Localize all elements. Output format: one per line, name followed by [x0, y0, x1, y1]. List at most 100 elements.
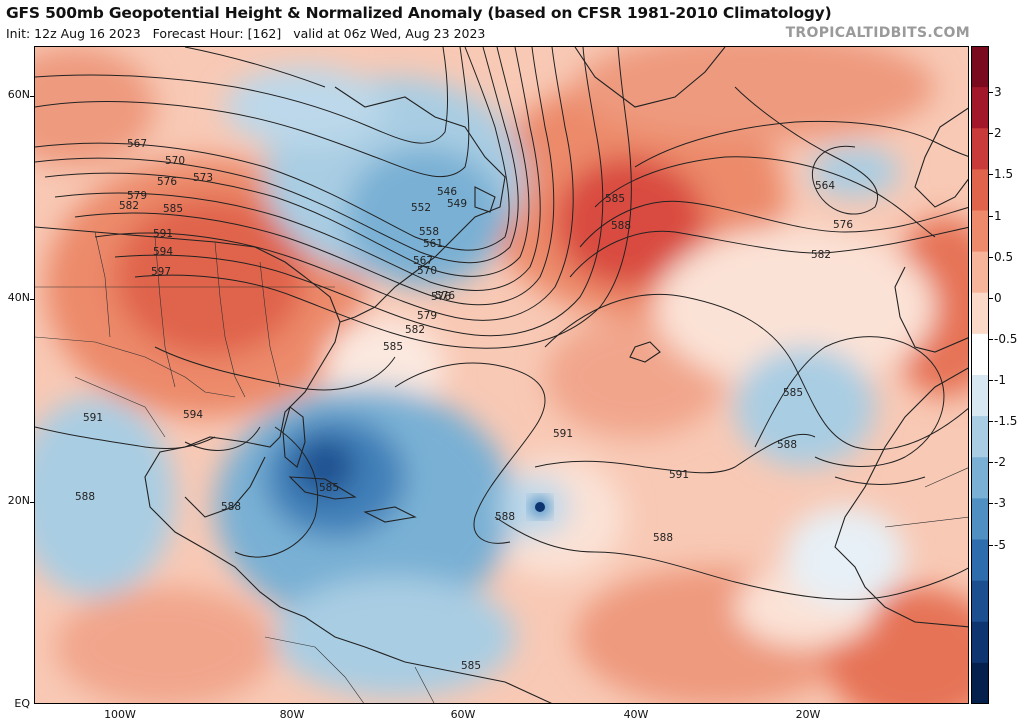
contour-label: 576: [833, 219, 853, 231]
contour-label: 567: [127, 138, 147, 150]
colorbar-label: -5: [994, 537, 1006, 552]
contour-label: 558: [419, 226, 439, 238]
contour-label: 549: [447, 198, 467, 210]
contour-label: 552: [411, 202, 431, 214]
lat-label-40n: 40N: [7, 291, 30, 304]
contour-label: 579: [417, 310, 437, 322]
colorbar-label: -2: [994, 455, 1006, 470]
contour-label: 588: [777, 439, 797, 451]
lat-tick: [30, 502, 34, 503]
colorbar-swatch: [971, 128, 989, 170]
coastlines: [35, 47, 968, 703]
init-time: Init: 12z Aug 16 2023: [6, 26, 141, 41]
colorbar-label: 3: [994, 85, 1002, 100]
forecast-hour: Forecast Hour: [162]: [152, 26, 282, 41]
anomaly-map[interactable]: 567 570 573 576 579 582 585 591 594 597 …: [34, 46, 969, 704]
lon-label-20w: 20W: [795, 708, 821, 721]
contour-label: 576: [431, 291, 451, 303]
contour-label: 591: [553, 428, 573, 440]
contour-label: 570: [165, 155, 185, 167]
contour-label: 588: [495, 511, 515, 523]
colorbar-tick: [989, 92, 993, 94]
contour-label: 588: [221, 501, 241, 513]
lat-tick: [30, 299, 34, 300]
colorbar-swatch: [971, 333, 989, 376]
lat-label-60n: 60N: [7, 88, 30, 101]
contour-label: 585: [605, 193, 625, 205]
contour-label: 585: [319, 482, 339, 494]
storm-center-marker: [535, 502, 545, 512]
anomaly-field: [35, 47, 968, 703]
colorbar-label: -1: [994, 373, 1006, 387]
colorbar-tick: [989, 338, 993, 340]
colorbar-tick: [989, 503, 993, 505]
lon-label-80w: 80W: [279, 708, 305, 721]
contour-label: 585: [461, 660, 481, 672]
contour-label: 576: [157, 176, 177, 188]
colorbar-swatch: [971, 375, 989, 417]
contour-label: 564: [815, 180, 835, 192]
colorbar-swatch: [971, 621, 989, 664]
colorbar-swatch: [971, 46, 989, 88]
colorbar-tick: [989, 421, 993, 423]
contour-label: 567: [413, 255, 433, 267]
colorbar-swatch: [971, 457, 989, 499]
contour-label: 591: [83, 412, 103, 424]
contour-label: 576: [435, 290, 455, 302]
height-contours: [35, 47, 968, 600]
colorbar-label: -0.5: [994, 331, 1018, 346]
watermark: TROPICALTIDBITS.COM: [785, 25, 970, 41]
contour-label: 561: [423, 238, 443, 250]
colorbar: [971, 46, 989, 704]
contour-label: 588: [653, 532, 673, 544]
colorbar-label: 1.5: [994, 167, 1014, 182]
chart-title: GFS 500mb Geopotential Height & Normaliz…: [6, 4, 832, 22]
lat-label-eq: EQ: [14, 697, 30, 710]
colorbar-swatch: [971, 251, 989, 294]
map-canvas: 567 570 573 576 579 582 585 591 594 597 …: [35, 47, 968, 703]
colorbar-swatch: [971, 210, 989, 253]
lon-label-100w: 100W: [104, 708, 136, 721]
colorbar-label: -1.5: [994, 414, 1018, 429]
contour-label: 582: [811, 249, 831, 261]
contour-label: 579: [127, 190, 147, 202]
colorbar-border: [971, 46, 989, 704]
lat-label-20n: 20N: [7, 494, 30, 507]
lon-label-40w: 40W: [623, 708, 649, 721]
colorbar-tick: [989, 462, 993, 464]
contour-label: 582: [405, 324, 425, 336]
colorbar-tick: [989, 133, 993, 135]
contour-label: 582: [119, 200, 139, 212]
colorbar-label: 1: [994, 208, 1002, 223]
colorbar-swatch: [971, 662, 989, 704]
chart-subtitle: Init: 12z Aug 16 2023 Forecast Hour: [16…: [6, 26, 493, 41]
contour-label: 546: [437, 186, 457, 198]
colorbar-tick: [989, 215, 993, 217]
contour-label-group: 567 570 573 576 579 582 585 591 594 597 …: [75, 138, 853, 672]
contour-label: 573: [193, 172, 213, 184]
contour-label: 585: [383, 341, 403, 353]
contour-label: 597: [151, 266, 171, 278]
colorbar-label: 0.5: [994, 249, 1014, 264]
colorbar-tick: [989, 174, 993, 176]
contour-label: 594: [153, 246, 173, 258]
contour-label: 585: [783, 387, 803, 399]
colorbar-swatch: [971, 169, 989, 211]
colorbar-tick: [989, 256, 993, 258]
colorbar-tick: [989, 544, 993, 546]
colorbar-tick: [989, 380, 993, 381]
colorbar-label: 0: [994, 290, 1002, 305]
lat-tick: [30, 96, 34, 97]
colorbar-swatch: [971, 539, 989, 582]
colorbar-swatch: [971, 416, 989, 458]
contour-label: 594: [183, 409, 203, 421]
borders: [35, 231, 968, 703]
colorbar-label: -3: [994, 496, 1006, 511]
contour-label: 588: [75, 491, 95, 503]
contour-label: 591: [669, 469, 689, 481]
contour-label: 588: [611, 220, 631, 232]
contour-label: 570: [417, 265, 437, 277]
contour-label: 585: [163, 203, 183, 215]
colorbar-swatch: [971, 580, 989, 623]
colorbar-swatch: [971, 87, 989, 129]
